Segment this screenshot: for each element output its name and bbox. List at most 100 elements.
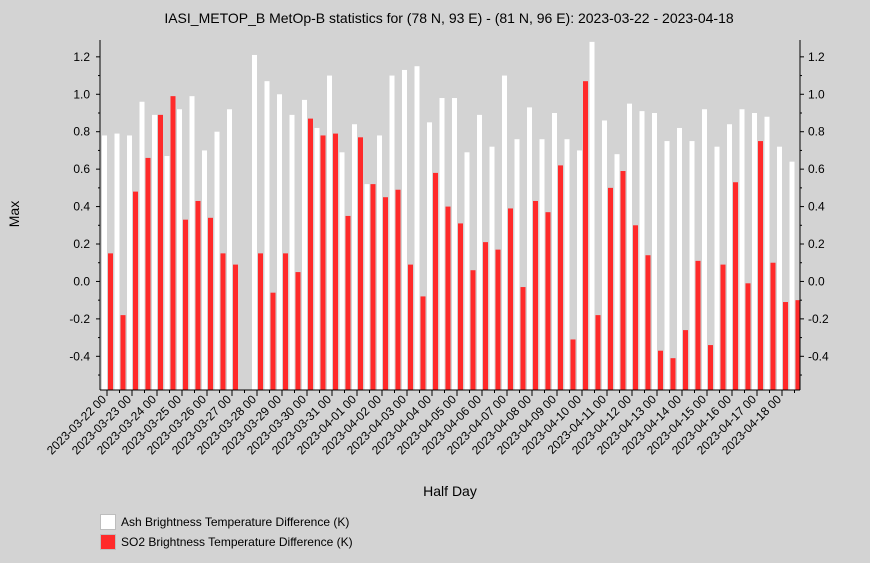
legend-swatch-ash <box>100 514 116 530</box>
ash-bar-26 <box>427 122 432 391</box>
ash-bar-1 <box>114 133 120 390</box>
so2-bar-42 <box>633 225 638 390</box>
so2-bar-4 <box>158 114 163 391</box>
so2-bar-18 <box>333 133 338 390</box>
so2-bar-21 <box>370 184 376 390</box>
ash-bar-7 <box>189 96 195 391</box>
ash-bar-41 <box>614 154 620 390</box>
ash-bar-37 <box>564 139 570 390</box>
ash-bar-19 <box>339 152 345 390</box>
y-tick-label-right-6: 0.8 <box>808 125 825 139</box>
ash-bar-23 <box>389 75 395 391</box>
legend-item-ash: Ash Brightness Temperature Difference (K… <box>100 512 353 532</box>
ash-bar-44 <box>652 112 657 390</box>
so2-bar-26 <box>433 172 438 390</box>
so2-bar-0 <box>108 253 113 390</box>
so2-bar-37 <box>570 339 576 390</box>
ash-bar-30 <box>477 114 482 391</box>
legend-swatch-so2 <box>100 534 116 550</box>
so2-bar-19 <box>345 215 351 390</box>
so2-bar-53 <box>770 262 776 390</box>
y-tick-label-left-5: 0.6 <box>73 162 90 176</box>
ash-bar-18 <box>327 75 332 391</box>
so2-bar-46 <box>683 330 688 390</box>
ash-bar-42 <box>627 103 632 391</box>
ash-bar-17 <box>314 127 320 391</box>
y-tick-label-right-5: 0.6 <box>808 162 825 176</box>
so2-bar-41 <box>620 171 626 390</box>
so2-bar-15 <box>295 272 301 390</box>
ash-bar-55 <box>789 161 795 390</box>
so2-bar-36 <box>558 165 563 390</box>
so2-bar-7 <box>195 200 201 390</box>
so2-bar-12 <box>258 253 263 390</box>
ash-bar-31 <box>489 146 495 390</box>
ash-bar-27 <box>439 98 445 390</box>
ash-bar-9 <box>214 131 220 390</box>
so2-bar-6 <box>183 219 188 390</box>
y-tick-label-left-3: 0.2 <box>73 237 90 251</box>
ash-bar-54 <box>777 146 782 390</box>
ash-bar-22 <box>377 135 382 390</box>
so2-bar-14 <box>283 253 288 390</box>
ash-bar-33 <box>514 139 520 390</box>
so2-bar-31 <box>495 249 501 390</box>
y-tick-label-left-4: 0.4 <box>73 200 90 214</box>
y-tick-label-right-3: 0.2 <box>808 237 825 251</box>
so2-bar-10 <box>233 264 238 390</box>
legend-item-so2: SO2 Brightness Temperature Difference (K… <box>100 532 353 552</box>
so2-bar-40 <box>608 187 613 390</box>
so2-bar-24 <box>408 264 413 390</box>
ash-bar-34 <box>527 107 532 391</box>
so2-bar-30 <box>483 242 488 390</box>
ash-bar-3 <box>139 101 145 390</box>
so2-bar-52 <box>758 141 763 390</box>
ash-bar-12 <box>252 54 257 390</box>
chart-title: IASI_METOP_B MetOp-B statistics for (78 … <box>164 10 734 26</box>
ash-bar-49 <box>714 146 720 390</box>
y-tick-label-left-6: 0.8 <box>73 125 90 139</box>
so2-bar-16 <box>308 118 313 391</box>
legend-label-ash: Ash Brightness Temperature Difference (K… <box>121 515 350 529</box>
so2-bar-49 <box>720 264 726 390</box>
ash-bar-53 <box>764 116 770 390</box>
so2-bar-32 <box>508 208 513 390</box>
so2-bar-44 <box>658 350 663 390</box>
ash-bar-38 <box>577 150 582 390</box>
ash-bar-45 <box>664 141 670 390</box>
ash-bar-40 <box>602 120 607 390</box>
so2-bar-34 <box>533 200 538 390</box>
ash-bar-46 <box>677 127 682 391</box>
so2-bar-29 <box>470 270 476 390</box>
so2-bar-3 <box>145 157 151 390</box>
ash-bar-52 <box>752 112 757 390</box>
ash-bar-16 <box>302 99 307 390</box>
ash-bar-13 <box>264 81 270 391</box>
so2-bar-22 <box>383 197 388 390</box>
so2-bar-1 <box>120 315 126 390</box>
ash-bar-0 <box>102 135 107 390</box>
so2-bar-51 <box>745 283 751 390</box>
ash-bar-50 <box>727 124 732 390</box>
so2-bar-13 <box>270 292 276 390</box>
ash-bar-25 <box>414 66 420 390</box>
so2-bar-48 <box>708 345 713 390</box>
y-tick-label-right-2: 0.0 <box>808 274 825 288</box>
so2-bar-27 <box>445 206 451 390</box>
ash-bar-47 <box>689 141 695 390</box>
ash-bar-14 <box>277 94 282 390</box>
ash-bar-48 <box>702 109 707 390</box>
so2-bar-9 <box>220 253 226 390</box>
ash-bar-20 <box>352 124 357 390</box>
ash-bar-43 <box>639 111 645 391</box>
so2-bar-43 <box>645 255 651 390</box>
x-axis-label: Half Day <box>423 483 477 499</box>
y-tick-label-right-4: 0.4 <box>808 200 825 214</box>
ash-bar-39 <box>589 41 595 391</box>
ash-bar-28 <box>452 98 457 390</box>
y-tick-label-left-0: -0.4 <box>69 349 90 363</box>
ash-bar-21 <box>364 184 370 390</box>
ash-bar-24 <box>402 69 407 390</box>
so2-bar-2 <box>133 191 138 390</box>
so2-bar-17 <box>320 135 326 390</box>
